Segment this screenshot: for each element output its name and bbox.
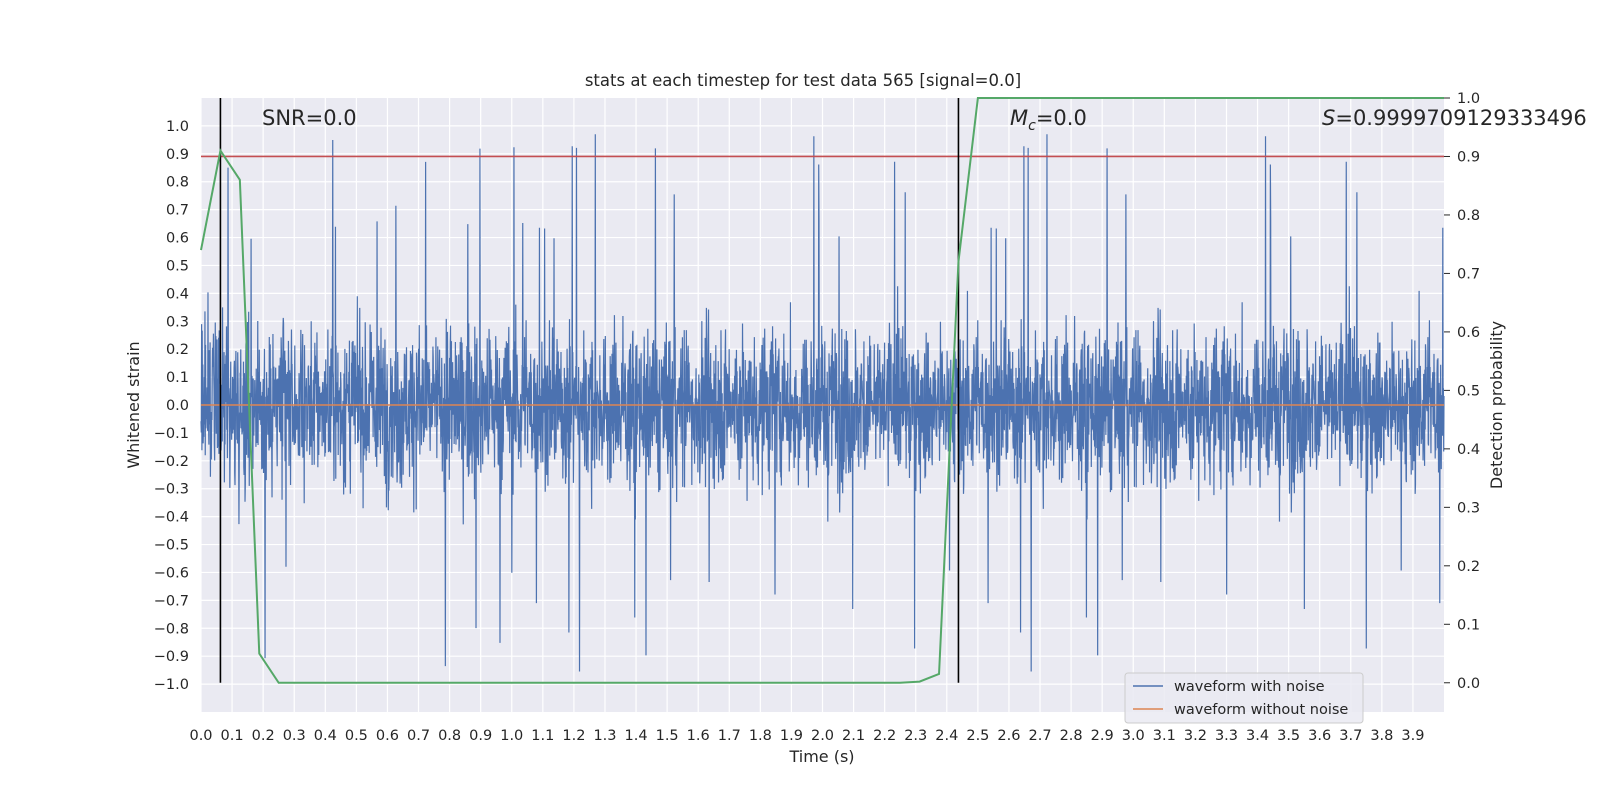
x-tick-label: 1.9	[780, 728, 803, 744]
y-tick-label: 0.1	[166, 370, 189, 386]
x-tick-label: 0.2	[252, 728, 275, 744]
s-value: =0.9999709129333496	[1335, 106, 1586, 130]
x-tick-label: 2.5	[966, 728, 989, 744]
overlays	[200, 97, 1444, 684]
legend-label-clean: waveform without noise	[1174, 702, 1348, 718]
x-tick-label: 1.5	[656, 728, 679, 744]
x-tick-label: 2.1	[842, 728, 865, 744]
y-tick-labels: 1.0 0.9 0.8 0.7 0.6 0.5 0.4 0.3 0.2 0.1 0.0 −0.1 −0.…	[154, 119, 189, 693]
y-tick-label: −0.3	[154, 482, 189, 498]
noise-line	[200, 134, 1445, 672]
x-tick-label: 3.0	[1122, 728, 1145, 744]
y2-tick-label: 0.2	[1457, 559, 1480, 575]
x-tick-label: 3.2	[1184, 728, 1207, 744]
x-tick-label: 0.0	[189, 728, 212, 744]
y-tick-label: 0.4	[166, 286, 189, 302]
x-tick-label: 0.8	[438, 728, 461, 744]
x-tick-label: 1.7	[718, 728, 741, 744]
x-tick-label: 1.1	[531, 728, 554, 744]
x-tick-label: 0.9	[469, 728, 492, 744]
s-annotation: S=0.9999709129333496	[1322, 106, 1587, 130]
series-waveform-with-noise	[200, 134, 1445, 672]
x-tick-label: 2.8	[1060, 728, 1083, 744]
snr-annotation: SNR=0.0	[262, 106, 357, 130]
x-tick-label: 3.1	[1153, 728, 1176, 744]
y-tick-label: −0.6	[154, 565, 189, 581]
x-tick-label: 1.8	[749, 728, 772, 744]
y-tick-label: −0.1	[154, 426, 189, 442]
mc-annotation: Mc=0.0	[1010, 106, 1087, 134]
x-tick-label: 1.4	[625, 728, 648, 744]
x-tick-label: 2.4	[935, 728, 958, 744]
y-tick-label: 0.8	[166, 175, 189, 191]
x-tick-label: 3.5	[1277, 728, 1300, 744]
y-tick-label: 0.7	[166, 203, 189, 219]
x-tick-label: 3.6	[1308, 728, 1331, 744]
x-axis-label: Time (s)	[788, 747, 854, 766]
y-tick-label: −0.7	[154, 593, 189, 609]
x-tick-label: 1.2	[562, 728, 585, 744]
x-tick-label: 2.9	[1091, 728, 1114, 744]
x-tick-label: 2.3	[904, 728, 927, 744]
y-tick-label: 1.0	[166, 119, 189, 135]
x-tick-label: 3.8	[1370, 728, 1393, 744]
y-tick-label: 0.6	[166, 231, 189, 247]
y2-tick-label: 0.0	[1457, 676, 1480, 692]
x-tick-label: 0.5	[345, 728, 368, 744]
y-tick-label: 0.5	[166, 258, 189, 274]
x-tick-label: 2.7	[1028, 728, 1051, 744]
legend-label-noise: waveform with noise	[1174, 679, 1325, 695]
x-tick-label: 1.6	[687, 728, 710, 744]
x-tick-label: 3.9	[1401, 728, 1424, 744]
x-tick-label: 3.4	[1246, 728, 1269, 744]
y-tick-label: −0.8	[154, 621, 189, 637]
y-tick-label: 0.9	[166, 147, 189, 163]
x-tick-label: 0.4	[314, 728, 337, 744]
y-tick-label: −0.5	[154, 538, 189, 554]
y2-tick-label: 0.3	[1457, 500, 1480, 516]
y2-tick-label: 0.6	[1457, 325, 1480, 341]
x-tick-label: 0.6	[376, 728, 399, 744]
x-tick-label: 0.1	[221, 728, 244, 744]
y2-tick-label: 0.4	[1457, 442, 1480, 458]
mc-subscript: c	[1028, 118, 1036, 134]
chart-title: stats at each timestep for test data 565…	[585, 71, 1021, 90]
y2-tick-label: 0.8	[1457, 208, 1480, 224]
y-tick-label: −0.9	[154, 649, 189, 665]
legend-box	[1124, 672, 1364, 724]
y2-tick-label: 0.1	[1457, 617, 1480, 633]
y2-tick-label: 1.0	[1457, 91, 1480, 107]
x-tick-label: 2.2	[873, 728, 896, 744]
y2-tick-labels: 1.0 0.9 0.8 0.7 0.6 0.5 0.4 0.3 0.2 0.1 0.0	[1444, 91, 1480, 692]
legend: waveform with noise waveform without noi…	[1124, 672, 1364, 724]
x-tick-label: 2.6	[997, 728, 1020, 744]
y-tick-label: −0.4	[154, 510, 189, 526]
x-tick-label: 1.0	[500, 728, 523, 744]
y2-axis-label: Detection probability	[1487, 321, 1506, 489]
y-tick-label: 0.0	[166, 398, 189, 414]
y-tick-label: 0.2	[166, 342, 189, 358]
series-detection-probability	[200, 97, 1444, 684]
x-tick-labels: 0.0 0.1 0.2 0.3 0.4 0.5 0.6 0.7 0.8 0.9 1.0 1.1 1.2 1…	[189, 728, 1424, 744]
x-tick-label: 0.7	[407, 728, 430, 744]
mc-value: =0.0	[1036, 106, 1087, 130]
s-symbol: S	[1322, 106, 1335, 130]
y-tick-label: −0.2	[154, 454, 189, 470]
x-tick-label: 3.3	[1215, 728, 1238, 744]
mc-symbol: M	[1010, 106, 1028, 130]
y-tick-label: −1.0	[154, 677, 189, 693]
y2-tick-label: 0.9	[1457, 149, 1480, 165]
x-tick-label: 1.3	[593, 728, 616, 744]
y-tick-label: 0.3	[166, 314, 189, 330]
y2-tick-label: 0.7	[1457, 266, 1480, 282]
x-tick-label: 2.0	[811, 728, 834, 744]
y-axis-label: Whitened strain	[124, 341, 143, 468]
x-tick-label: 3.7	[1339, 728, 1362, 744]
x-tick-label: 0.3	[283, 728, 306, 744]
y2-tick-label: 0.5	[1457, 383, 1480, 399]
